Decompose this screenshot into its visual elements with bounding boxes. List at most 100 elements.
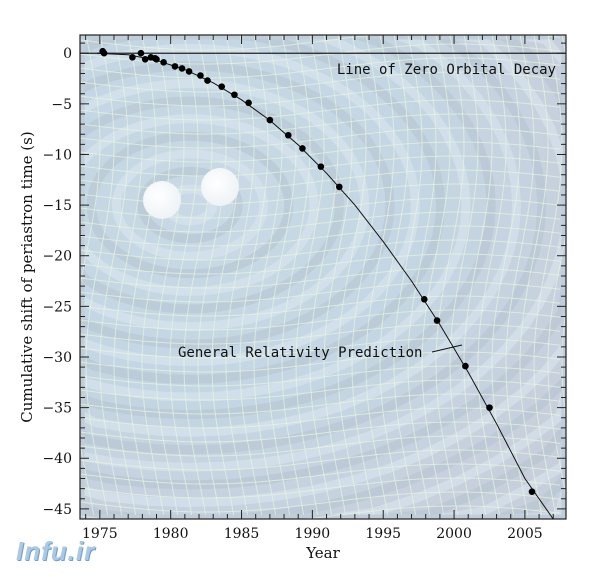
y-tick-label: −40: [42, 451, 72, 467]
wave-grid-line: [80, 225, 561, 247]
wave-grid-line: [80, 43, 561, 65]
data-point: [141, 56, 149, 63]
wave-grid-line: [80, 309, 561, 331]
wave-grid-line: [141, 35, 171, 516]
data-point: [197, 72, 204, 79]
data-point: [421, 295, 428, 303]
wave-grid-line: [127, 35, 157, 516]
wave-ring: [80, 114, 319, 296]
wave-grid-line: [225, 35, 255, 516]
wave-ring: [80, 35, 566, 519]
data-point: [178, 65, 186, 72]
wave-ring: [86, 131, 294, 279]
wave-ring: [80, 96, 344, 314]
data-point: [245, 99, 252, 107]
x-tick-label: 1990: [295, 526, 331, 542]
data-point: [204, 77, 211, 84]
wave-grid-line: [80, 295, 561, 317]
annotation-leader-line: [431, 344, 463, 353]
wave-grid-line: [113, 35, 143, 516]
wave-ring: [80, 35, 547, 455]
wave-ring: [80, 35, 496, 420]
data-point: [231, 91, 238, 99]
data-point: [462, 362, 469, 370]
wave-grid-line: [379, 35, 409, 516]
wave-grid-line: [80, 435, 561, 457]
wave-grid-line: [80, 421, 561, 443]
wave-grid-line: [80, 71, 561, 93]
wave-grid-line: [80, 449, 561, 471]
plot-frame: [79, 34, 567, 520]
data-point: [335, 183, 343, 191]
wave-ring: [80, 35, 446, 384]
wave-grid-line: [421, 35, 451, 516]
annotation-gr-prediction: General Relativity Prediction: [178, 345, 422, 361]
data-point: [433, 317, 441, 324]
wave-grid-line: [281, 35, 311, 516]
wave-grid-line: [309, 35, 339, 516]
data-point: [129, 53, 136, 61]
wave-grid-line: [533, 35, 563, 516]
y-tick-label: −45: [42, 502, 72, 518]
wave-grid-line: [197, 35, 227, 516]
wave-grid-line: [267, 35, 297, 516]
wave-grid-line: [80, 491, 561, 513]
y-tick-label: −25: [42, 299, 72, 315]
wave-grid-line: [80, 239, 561, 261]
wave-grid-line: [239, 35, 269, 516]
wave-ring: [80, 35, 566, 519]
wave-ring: [80, 35, 566, 508]
data-point: [218, 83, 225, 90]
wave-grid-line: [80, 57, 561, 79]
wave-grid-line: [80, 351, 561, 373]
wave-grid-line: [323, 35, 353, 516]
data-point: [299, 145, 306, 152]
wave-grid-line: [183, 35, 213, 516]
y-axis-title: Cumulative shift of periastron time (s): [18, 131, 36, 422]
y-tick-label: −35: [42, 401, 72, 417]
y-tick-label: −20: [42, 249, 72, 265]
data-point: [266, 116, 274, 124]
wave-ring: [80, 35, 566, 519]
y-tick-label: −5: [51, 97, 72, 113]
data-point: [185, 68, 193, 75]
x-tick-label: 1995: [365, 526, 401, 542]
wave-grid-line: [80, 337, 561, 359]
wave-grid-line: [337, 35, 367, 516]
watermark-logo: Infu.ir: [16, 536, 96, 566]
wave-grid-line: [155, 35, 185, 516]
y-tick-label: −30: [42, 350, 72, 366]
neutron-star-2: [201, 168, 239, 206]
wave-grid-line: [80, 35, 101, 516]
wave-grid-line: [80, 85, 561, 107]
wave-grid-line: [80, 477, 561, 499]
x-tick-label: 1985: [224, 526, 260, 542]
wave-grid-line: [435, 35, 465, 516]
wave-grid-line: [491, 35, 521, 516]
data-point: [153, 56, 160, 63]
wave-grid-line: [80, 211, 561, 233]
y-tick-label: 0: [63, 46, 72, 62]
wave-grid-line: [351, 35, 381, 516]
x-tick-label: 2005: [507, 526, 543, 542]
plot-background: [80, 35, 566, 519]
wave-ring: [80, 35, 566, 490]
wave-grid-line: [80, 379, 561, 401]
wave-grid-line: [80, 267, 561, 289]
wave-grid-line: [80, 35, 561, 51]
wave-grid-line: [80, 113, 561, 135]
wave-grid-line: [477, 35, 507, 516]
wave-grid-line: [169, 35, 199, 516]
wave-grid-line: [253, 35, 283, 516]
wave-grid-line: [85, 35, 115, 516]
wave-grid-line: [365, 35, 395, 516]
wave-ring: [80, 35, 566, 519]
x-tick-label: 2000: [436, 526, 472, 542]
wave-grid-line: [449, 35, 479, 516]
wave-ring: [80, 35, 522, 437]
wave-grid-line: [80, 127, 561, 149]
x-axis-title: Year: [305, 544, 340, 562]
wave-grid-line: [80, 281, 561, 303]
wave-grid-line: [519, 35, 549, 516]
